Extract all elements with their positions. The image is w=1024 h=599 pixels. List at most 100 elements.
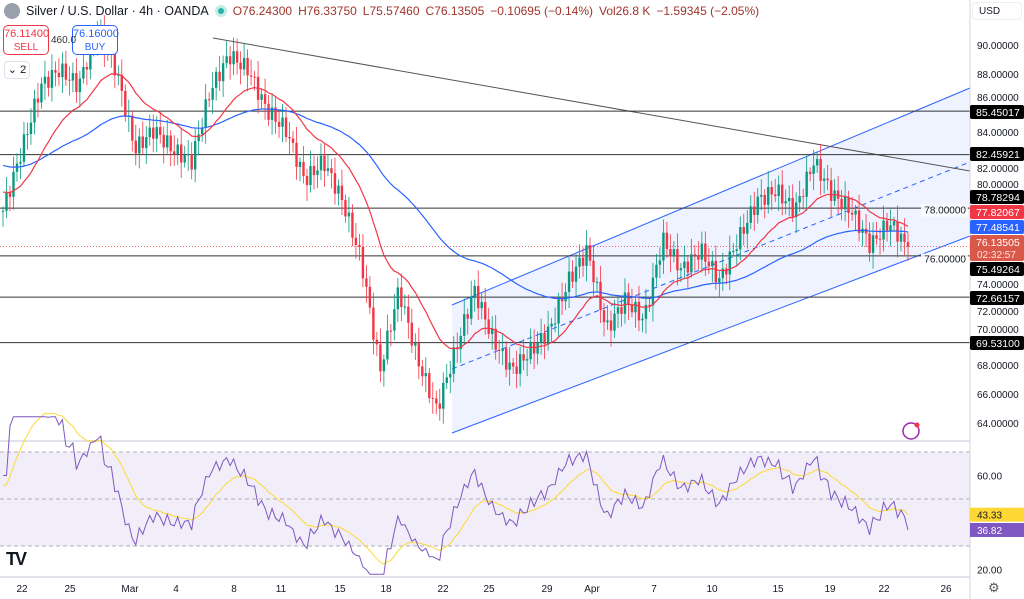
candle	[697, 240, 700, 270]
time-tick-label: 15	[772, 584, 784, 595]
candle-body	[403, 306, 407, 308]
channel-upper	[451, 87, 971, 306]
candle	[826, 164, 829, 191]
candle-body	[131, 115, 134, 141]
candle-body	[781, 184, 784, 204]
candle	[819, 143, 822, 196]
candle	[843, 181, 847, 222]
candle-body	[787, 197, 791, 202]
candle	[473, 279, 476, 312]
candle	[117, 65, 120, 86]
candle	[763, 189, 766, 219]
candle-body	[497, 349, 501, 351]
candle-body	[368, 286, 372, 308]
candle	[291, 130, 295, 153]
candle	[613, 299, 616, 339]
candle	[760, 179, 763, 211]
candle	[466, 308, 469, 335]
candle-body	[875, 235, 878, 239]
candle	[536, 331, 539, 365]
candle	[26, 122, 29, 150]
candle-body	[242, 57, 246, 70]
candle-body	[679, 268, 683, 271]
candle	[581, 247, 585, 277]
candle	[623, 278, 627, 324]
candle	[190, 142, 193, 180]
candle-body	[134, 140, 137, 154]
candle	[372, 292, 375, 355]
candle-body	[431, 398, 434, 400]
candle-body	[344, 200, 347, 217]
candle-body	[557, 298, 560, 324]
candle	[634, 295, 637, 328]
candle-body	[449, 373, 452, 378]
candle-body	[452, 347, 455, 374]
candle-body	[637, 301, 641, 321]
candle	[414, 333, 417, 360]
candle-body	[354, 237, 358, 245]
candle	[522, 339, 525, 371]
candle-body	[204, 99, 207, 128]
descending-trendline	[212, 37, 971, 172]
candle-body	[753, 206, 756, 215]
candle	[365, 265, 368, 303]
candle-body	[379, 344, 382, 372]
candle	[375, 331, 379, 357]
candle-body	[400, 287, 403, 308]
candle-body	[152, 127, 155, 139]
candle	[739, 216, 742, 261]
ohlc-change: −0.10695 (−0.14%)	[490, 4, 593, 18]
candle-body	[8, 192, 12, 197]
candle	[742, 213, 745, 246]
sell-button[interactable]: 76.11400 SELL	[3, 25, 49, 55]
candle	[459, 327, 462, 363]
ma-tag-bg	[970, 220, 1024, 234]
buy-button[interactable]: 76.16000 BUY	[72, 25, 119, 55]
candle	[312, 155, 316, 190]
candle-body	[141, 136, 144, 149]
candle-body	[295, 142, 298, 167]
candle-body	[78, 78, 82, 93]
symbol-title[interactable]: Silver / U.S. Dollar · 4h · OANDA	[26, 4, 209, 18]
candle	[351, 204, 354, 247]
candle	[557, 292, 560, 338]
candle-body	[892, 221, 896, 226]
candle	[885, 212, 889, 242]
candle	[246, 49, 249, 92]
candle	[641, 313, 644, 333]
candle	[693, 244, 697, 271]
candle	[801, 188, 805, 210]
indicators-collapse-button[interactable]: ⌄ 2	[4, 61, 30, 79]
candle	[711, 251, 714, 283]
candle	[235, 38, 239, 75]
candle-body	[665, 232, 669, 250]
last-price-tag: 76.13505	[976, 237, 1020, 249]
candle	[854, 204, 857, 231]
candle	[588, 237, 592, 266]
candle-body	[15, 163, 19, 172]
currency-selector[interactable]: USD	[972, 2, 1022, 20]
candle	[197, 120, 200, 156]
candle	[871, 222, 875, 269]
price-tick-label: 80.00000	[977, 180, 1019, 191]
candle	[662, 219, 665, 275]
candle	[665, 221, 669, 258]
candle	[609, 310, 613, 347]
candle-body	[882, 220, 885, 240]
tradingview-logo[interactable]: TV	[6, 549, 27, 569]
candle-body	[442, 382, 445, 409]
candle-body	[22, 134, 26, 162]
candle-body	[263, 94, 267, 104]
candle-body	[511, 362, 515, 367]
candle-body	[54, 70, 57, 73]
candle-body	[585, 245, 588, 266]
candle-body	[337, 185, 340, 194]
settings-gear-icon[interactable]: ⚙	[988, 580, 1000, 595]
candle	[690, 238, 693, 278]
candle	[211, 71, 214, 115]
candle	[501, 333, 504, 366]
rsi-pane	[0, 443, 970, 576]
level-tag-bg	[970, 291, 1024, 305]
candle-body	[843, 196, 847, 210]
